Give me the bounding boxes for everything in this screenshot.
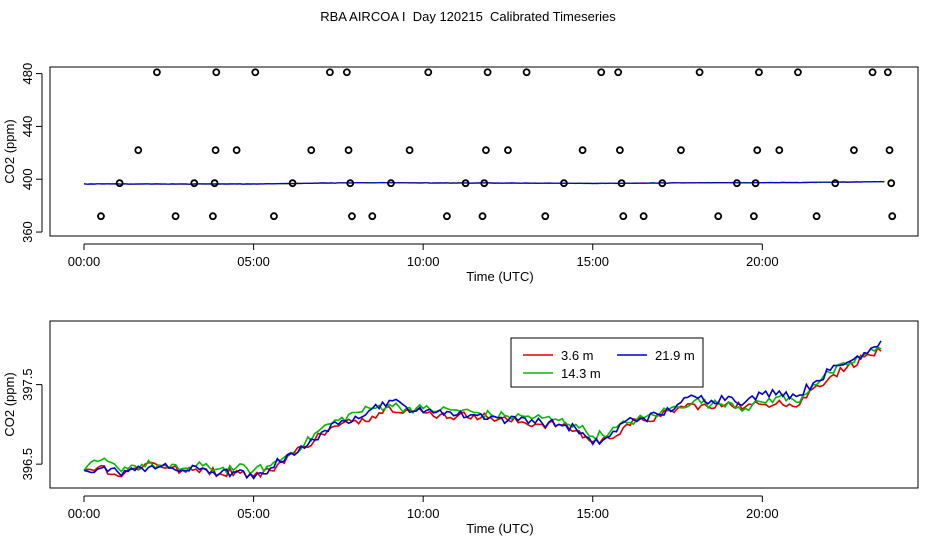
x-tick-label: 00:00 <box>68 506 101 521</box>
data-point <box>387 179 395 188</box>
data-point <box>868 68 877 77</box>
x-tick-label: 20:00 <box>746 506 779 521</box>
x-tick-label: 00:00 <box>68 254 101 269</box>
data-point <box>171 212 180 221</box>
data-point <box>97 212 105 221</box>
legend-label: 14.3 m <box>561 366 601 381</box>
data-point <box>478 212 487 221</box>
data-point <box>714 212 723 221</box>
data-point <box>695 68 704 77</box>
series-line-21-9-m <box>83 340 882 480</box>
data-point <box>617 179 626 188</box>
data-point <box>153 68 161 77</box>
data-point <box>270 212 278 221</box>
data-point <box>677 146 685 155</box>
y-axis-label: CO2 (ppm) <box>2 372 17 436</box>
data-point <box>115 179 124 188</box>
data-point <box>424 68 433 77</box>
data-point <box>619 212 628 221</box>
data-point <box>288 179 297 188</box>
data-point <box>208 212 217 221</box>
data-point <box>732 179 741 188</box>
series-line-3-6-m <box>83 346 882 480</box>
x-tick-label: 15:00 <box>576 254 609 269</box>
data-point <box>658 179 667 188</box>
series-line-14-3-m <box>83 346 882 475</box>
data-point <box>212 68 221 77</box>
data-point <box>751 179 760 188</box>
data-point <box>597 68 606 77</box>
x-tick-label: 05:00 <box>237 506 270 521</box>
y-tick-label: 360 <box>20 221 35 243</box>
x-tick-label: 05:00 <box>237 254 270 269</box>
data-point <box>134 146 143 155</box>
data-point <box>883 68 892 77</box>
y-tick-label: 400 <box>20 168 35 190</box>
data-point <box>639 212 648 221</box>
data-point <box>614 68 623 77</box>
data-point <box>405 146 414 155</box>
legend-label: 21.9 m <box>655 348 695 363</box>
data-point <box>850 146 858 155</box>
legend-label: 3.6 m <box>561 348 594 363</box>
legend-box <box>510 337 704 388</box>
timeseries-line-3 <box>83 180 885 185</box>
data-point <box>887 179 896 188</box>
data-point <box>232 146 241 155</box>
x-tick-label: 10:00 <box>407 254 440 269</box>
data-point <box>461 179 470 188</box>
x-tick-label: 10:00 <box>407 506 440 521</box>
data-point <box>812 212 821 221</box>
data-point <box>346 179 355 188</box>
data-point <box>210 179 219 188</box>
data-point <box>615 146 624 155</box>
data-point <box>560 179 568 188</box>
data-point <box>443 212 451 221</box>
data-point <box>578 146 587 155</box>
data-point <box>325 68 334 77</box>
y-tick-label: 397.5 <box>20 368 35 401</box>
data-point <box>344 146 353 155</box>
x-axis-label: Time (UTC) <box>466 269 533 284</box>
data-point <box>342 68 351 77</box>
y-tick-label: 440 <box>20 116 35 138</box>
chart-title: RBA AIRCOA I Day 120215 Calibrated Times… <box>320 9 616 24</box>
data-point <box>483 68 492 77</box>
data-point <box>885 146 894 155</box>
data-point <box>368 212 377 221</box>
data-point <box>753 146 762 155</box>
data-point <box>348 212 356 221</box>
data-point <box>755 68 763 77</box>
y-tick-label: 480 <box>20 63 35 85</box>
data-point <box>775 146 784 155</box>
data-point <box>251 68 260 77</box>
data-point <box>307 146 316 155</box>
data-point <box>190 179 199 188</box>
data-point <box>211 146 220 155</box>
x-tick-label: 20:00 <box>746 254 779 269</box>
data-point <box>504 146 512 155</box>
plot-frame-1 <box>49 66 919 237</box>
data-point <box>831 179 840 188</box>
plot-frame-2 <box>49 320 919 489</box>
y-tick-label: 396.5 <box>20 448 35 481</box>
data-point <box>794 68 802 77</box>
data-point <box>482 146 490 155</box>
data-point <box>522 68 531 77</box>
data-point <box>888 212 897 221</box>
data-point <box>480 179 489 188</box>
data-point <box>541 212 550 221</box>
x-tick-label: 15:00 <box>576 506 609 521</box>
x-axis-label: Time (UTC) <box>466 521 533 536</box>
data-point <box>749 212 758 221</box>
y-axis-label: CO2 (ppm) <box>2 119 17 183</box>
